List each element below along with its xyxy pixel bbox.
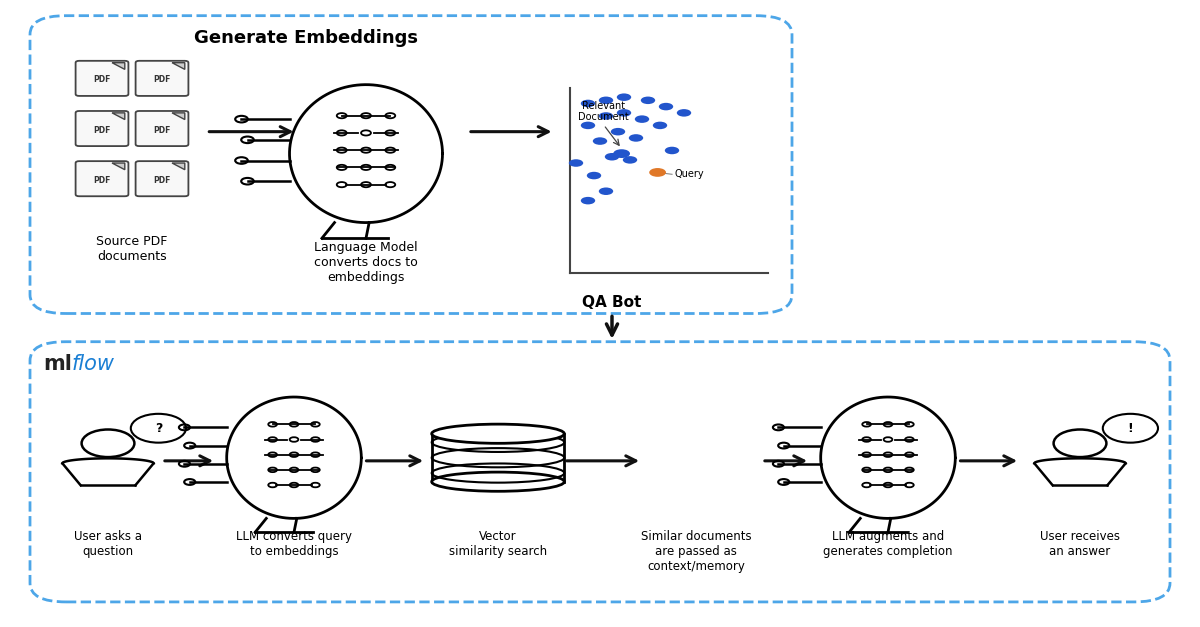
Circle shape: [677, 109, 691, 117]
Circle shape: [599, 112, 613, 120]
Text: PDF: PDF: [154, 125, 170, 135]
Text: PDF: PDF: [154, 75, 170, 85]
Circle shape: [581, 197, 595, 204]
Text: Generate Embeddings: Generate Embeddings: [194, 29, 418, 46]
Text: LLM augments and
generates completion: LLM augments and generates completion: [823, 530, 953, 558]
Circle shape: [581, 122, 595, 129]
FancyBboxPatch shape: [76, 111, 128, 146]
Ellipse shape: [432, 472, 564, 492]
FancyBboxPatch shape: [136, 161, 188, 196]
Polygon shape: [172, 113, 185, 120]
Circle shape: [623, 156, 637, 164]
Text: PDF: PDF: [154, 176, 170, 185]
Text: User asks a
question: User asks a question: [74, 530, 142, 558]
Text: LLM converts query
to embeddings: LLM converts query to embeddings: [236, 530, 352, 558]
Text: QA Bot: QA Bot: [582, 295, 642, 310]
Ellipse shape: [432, 424, 564, 443]
Circle shape: [613, 149, 630, 158]
Text: User receives
an answer: User receives an answer: [1040, 530, 1120, 558]
Polygon shape: [172, 63, 185, 70]
Circle shape: [587, 172, 601, 179]
Text: !: !: [1128, 422, 1133, 435]
Text: PDF: PDF: [94, 176, 110, 185]
Circle shape: [641, 97, 655, 104]
Polygon shape: [172, 163, 185, 170]
FancyBboxPatch shape: [76, 161, 128, 196]
FancyBboxPatch shape: [136, 61, 188, 96]
Text: flow: flow: [72, 354, 115, 374]
Circle shape: [131, 414, 186, 443]
Text: Vector
similarity search: Vector similarity search: [449, 530, 547, 558]
Circle shape: [611, 128, 625, 135]
Polygon shape: [112, 113, 125, 120]
Circle shape: [659, 103, 673, 110]
Circle shape: [605, 153, 619, 161]
Circle shape: [593, 137, 607, 145]
Circle shape: [617, 109, 631, 117]
Text: Similar documents
are passed as
context/memory: Similar documents are passed as context/…: [641, 530, 751, 573]
Circle shape: [581, 100, 595, 107]
Text: PDF: PDF: [94, 75, 110, 85]
Text: Relevant
Document: Relevant Document: [578, 101, 629, 122]
Circle shape: [599, 187, 613, 195]
Text: Source PDF
documents: Source PDF documents: [96, 235, 168, 263]
Circle shape: [569, 159, 583, 167]
Circle shape: [665, 147, 679, 154]
Circle shape: [599, 97, 613, 104]
Circle shape: [629, 134, 643, 142]
FancyBboxPatch shape: [76, 61, 128, 96]
Circle shape: [617, 93, 631, 101]
Text: PDF: PDF: [94, 125, 110, 135]
Circle shape: [649, 168, 666, 177]
Polygon shape: [112, 163, 125, 170]
FancyBboxPatch shape: [136, 111, 188, 146]
Circle shape: [635, 115, 649, 123]
Text: Query: Query: [674, 169, 704, 179]
Circle shape: [1103, 414, 1158, 443]
Text: Language Model
converts docs to
embeddings: Language Model converts docs to embeddin…: [314, 241, 418, 285]
Text: ?: ?: [155, 422, 162, 435]
Polygon shape: [112, 63, 125, 70]
Circle shape: [653, 122, 667, 129]
Text: ml: ml: [43, 354, 72, 374]
